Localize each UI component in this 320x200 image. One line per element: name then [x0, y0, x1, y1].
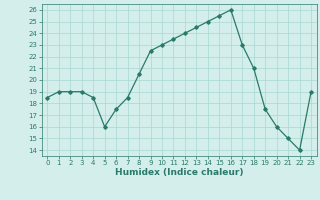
X-axis label: Humidex (Indice chaleur): Humidex (Indice chaleur) [115, 168, 244, 177]
